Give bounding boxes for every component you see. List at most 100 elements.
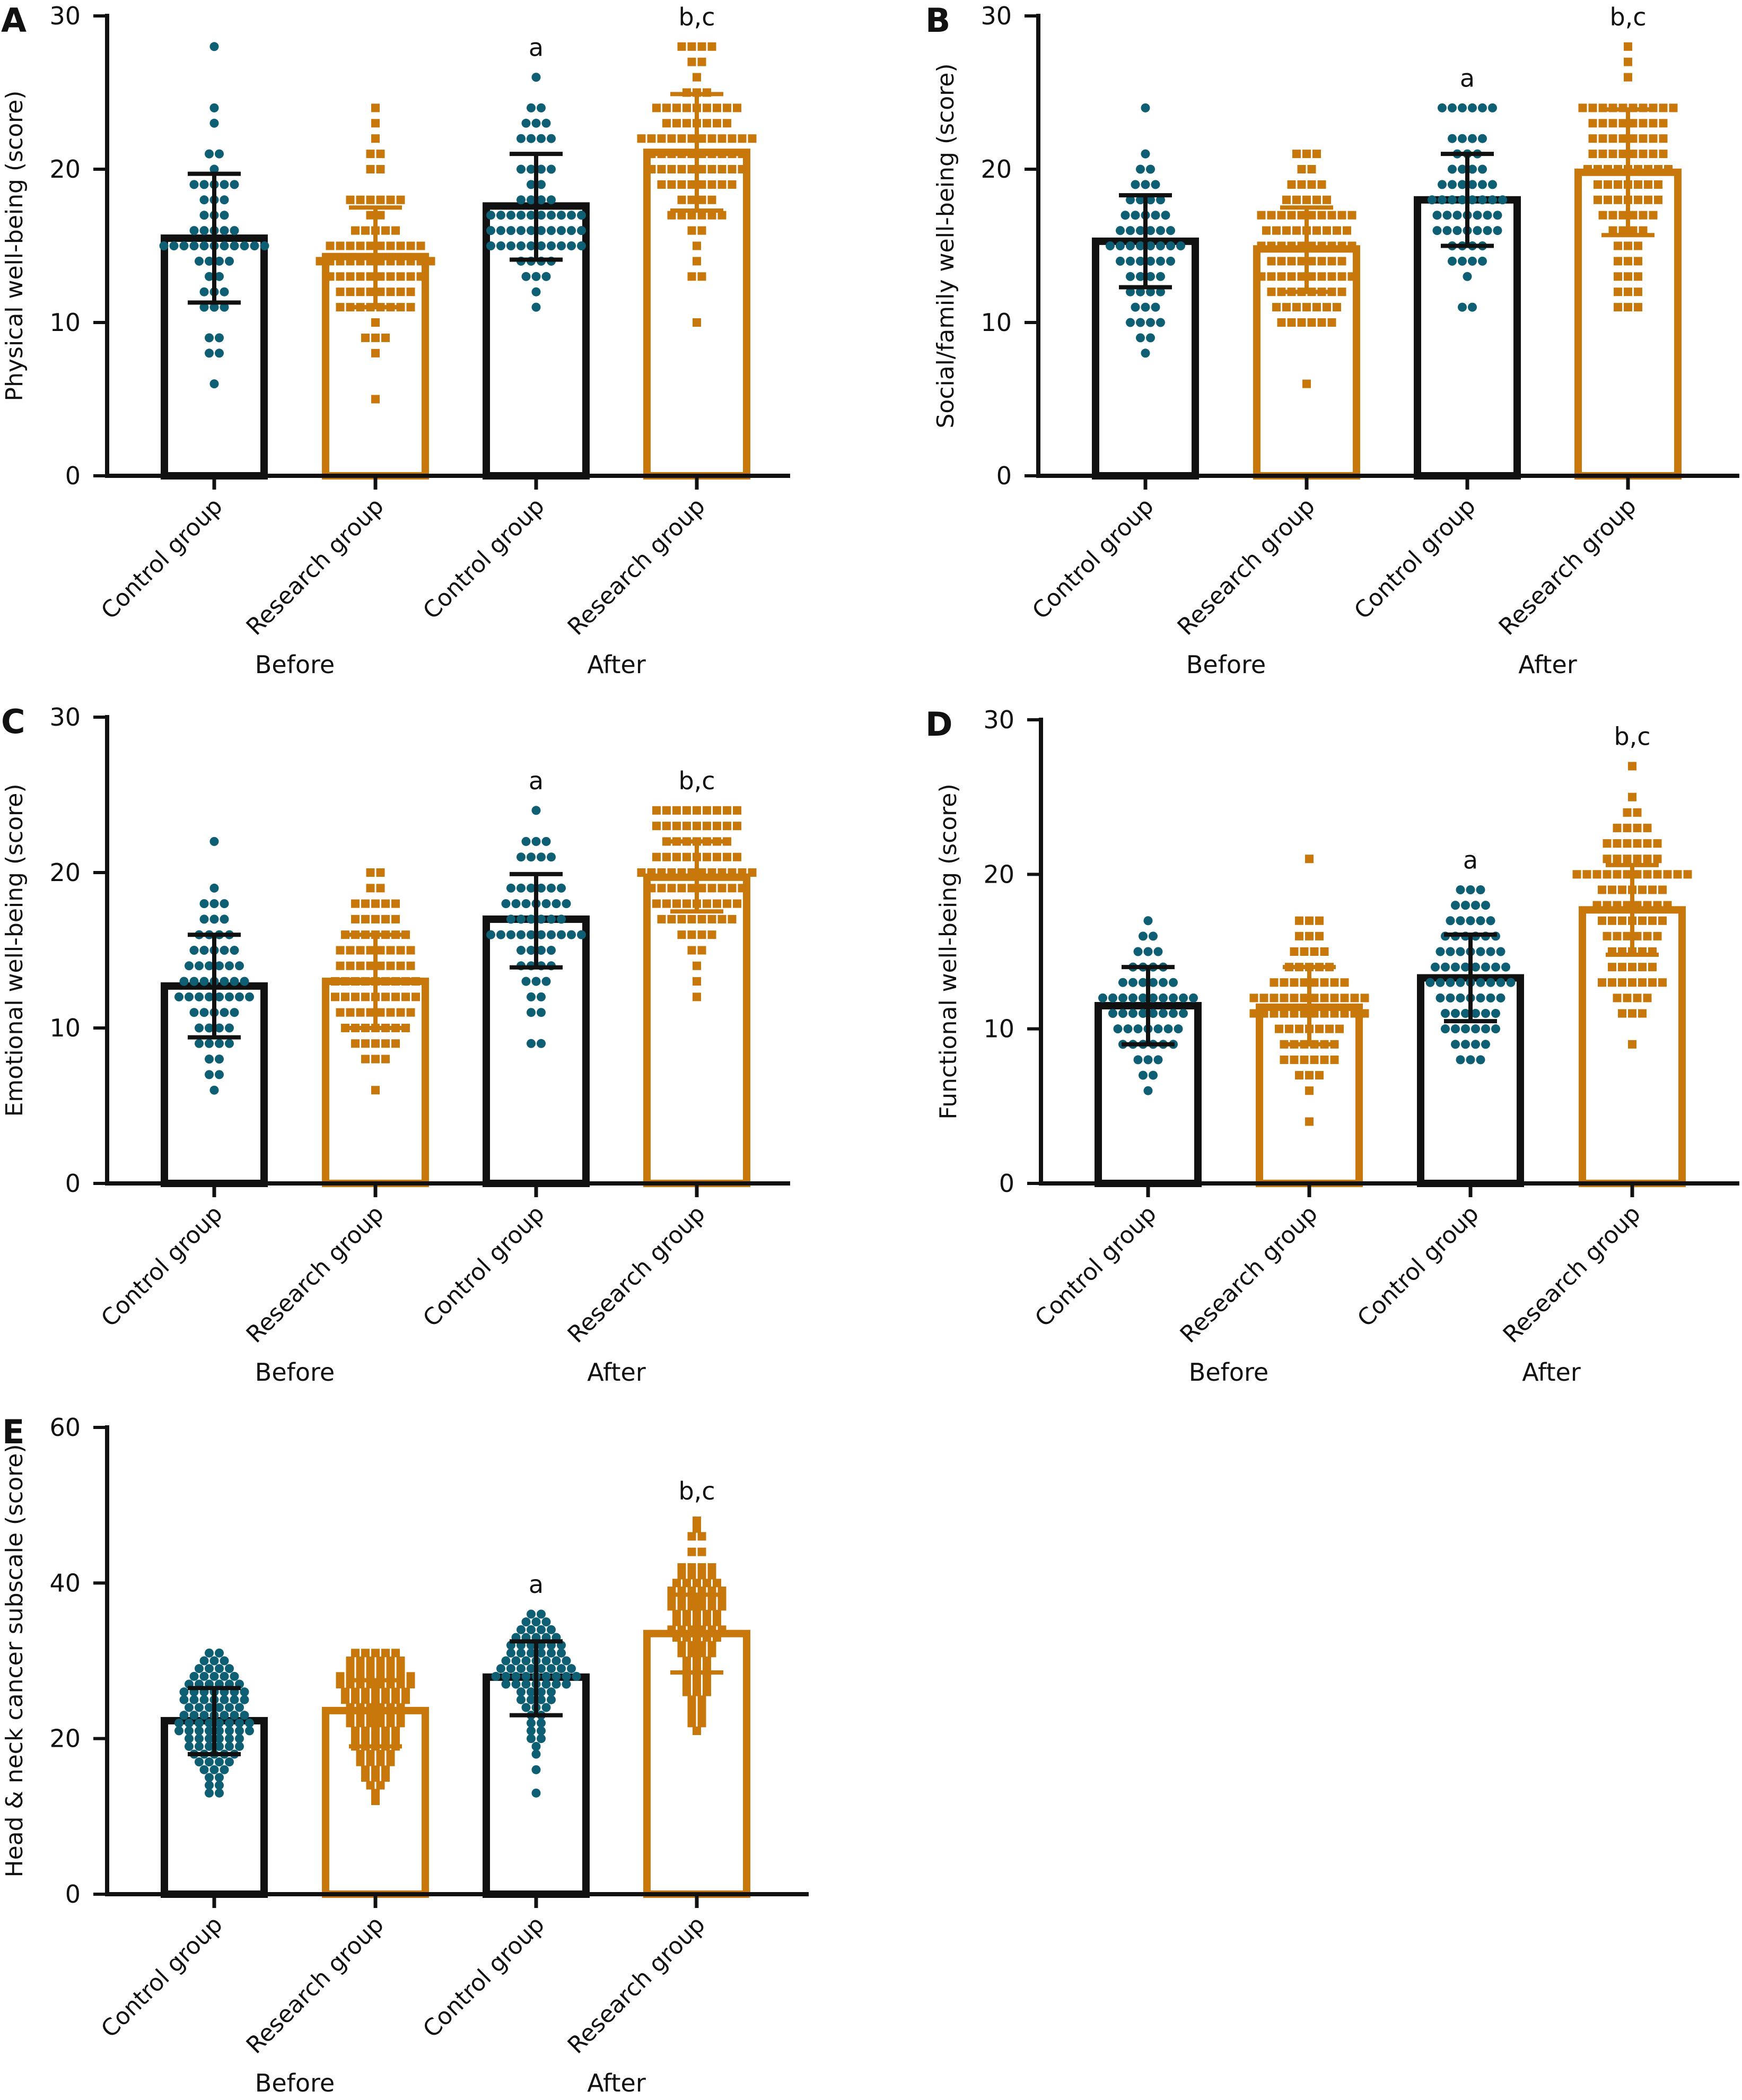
- data-point: [1468, 180, 1477, 189]
- data-point: [406, 946, 415, 955]
- y-axis-label: Head & neck cancer subscale (score): [1, 1444, 28, 1878]
- significance-label: a: [529, 766, 544, 795]
- data-point: [1310, 994, 1319, 1003]
- data-point: [1634, 287, 1642, 297]
- data-point: [1441, 1024, 1450, 1034]
- data-point: [205, 1664, 214, 1674]
- data-point: [647, 868, 656, 877]
- data-point: [195, 1664, 204, 1674]
- data-point: [1139, 931, 1148, 941]
- data-point: [215, 1648, 224, 1658]
- data-point: [1613, 839, 1622, 848]
- data-point: [185, 992, 194, 1001]
- data-point: [366, 1664, 375, 1673]
- data-point: [707, 1641, 716, 1650]
- data-point: [1312, 226, 1321, 235]
- data-point: [562, 1656, 571, 1666]
- data-point: [1623, 901, 1632, 910]
- data-point: [1618, 885, 1626, 894]
- data-point: [205, 1741, 214, 1751]
- data-point: [1307, 257, 1316, 266]
- data-point: [1295, 1071, 1303, 1080]
- data-point: [371, 103, 380, 112]
- data-point: [199, 211, 209, 220]
- data-point: [1290, 994, 1299, 1003]
- data-point: [1456, 978, 1465, 987]
- data-point: [1146, 195, 1155, 205]
- data-point: [220, 226, 229, 236]
- data-point: [1481, 962, 1490, 972]
- data-point: [376, 1750, 385, 1758]
- data-point: [1249, 1009, 1258, 1018]
- data-point: [1618, 134, 1627, 143]
- data-point: [1325, 1024, 1334, 1033]
- data-point: [1614, 165, 1622, 173]
- data-point: [1448, 256, 1457, 266]
- data-point: [527, 1664, 536, 1674]
- data-point: [1149, 993, 1158, 1003]
- data-point: [697, 134, 706, 143]
- data-point: [215, 149, 224, 159]
- data-point: [230, 1671, 239, 1681]
- data-point: [667, 150, 676, 159]
- data-point: [1169, 978, 1178, 987]
- data-point: [1628, 1040, 1636, 1049]
- data-point: [361, 1649, 370, 1658]
- data-point: [1323, 303, 1331, 312]
- data-point: [381, 899, 390, 908]
- data-point: [703, 1657, 711, 1665]
- data-point: [537, 1609, 546, 1619]
- data-point: [199, 195, 209, 205]
- data-point: [672, 899, 681, 908]
- data-point: [697, 57, 706, 66]
- data-point: [521, 1617, 531, 1627]
- data-point: [356, 946, 365, 955]
- y-tick-label: 0: [65, 1169, 81, 1198]
- data-point: [667, 165, 676, 173]
- significance-label: a: [1460, 64, 1475, 92]
- data-point: [703, 1680, 711, 1688]
- y-tick-label: 20: [981, 155, 1012, 184]
- data-point: [1673, 870, 1682, 879]
- data-point: [667, 134, 676, 143]
- data-point: [240, 241, 249, 250]
- category-label: Research group: [1494, 493, 1642, 641]
- data-point: [1337, 287, 1346, 297]
- data-point: [517, 241, 526, 250]
- data-point: [215, 256, 224, 266]
- data-point: [1146, 287, 1155, 297]
- data-point: [682, 899, 691, 908]
- data-point: [537, 1664, 546, 1674]
- data-point: [1300, 978, 1309, 987]
- data-point: [1643, 901, 1652, 910]
- data-point: [531, 1788, 541, 1798]
- data-point: [391, 914, 400, 923]
- data-point: [1431, 962, 1440, 972]
- data-point: [541, 1656, 551, 1666]
- significance-label: b,c: [678, 1477, 715, 1505]
- data-point: [677, 930, 686, 939]
- data-point: [1310, 1055, 1319, 1064]
- data-point: [1153, 1024, 1163, 1034]
- data-point: [1315, 1071, 1324, 1080]
- data-point: [1446, 993, 1455, 1003]
- data-point: [391, 1039, 400, 1048]
- data-point: [401, 1024, 410, 1032]
- data-point: [748, 134, 757, 143]
- data-point: [1327, 272, 1336, 281]
- group-label-after: After: [587, 2069, 646, 2097]
- data-point: [713, 119, 721, 128]
- data-point: [1634, 180, 1642, 189]
- data-point: [1639, 211, 1648, 220]
- data-point: [1320, 1055, 1329, 1064]
- data-point: [1307, 211, 1316, 220]
- y-tick-label: 10: [981, 308, 1012, 337]
- data-point: [707, 134, 716, 143]
- data-point: [1149, 1070, 1158, 1080]
- data-point: [1312, 303, 1321, 312]
- data-point: [1448, 103, 1457, 112]
- data-point: [527, 1718, 536, 1728]
- data-point: [567, 226, 576, 236]
- data-point: [346, 287, 355, 297]
- data-point: [381, 1055, 390, 1064]
